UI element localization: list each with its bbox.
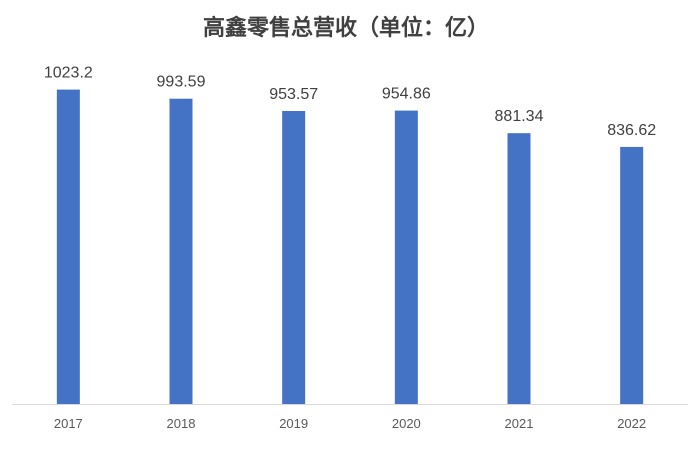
data-label-2021: 881.34 — [495, 108, 544, 125]
bar-2019 — [282, 110, 306, 404]
x-tick-label-2022: 2022 — [617, 416, 646, 431]
x-tick-label-2021: 2021 — [505, 416, 534, 431]
x-tick-labels-group: 2017 2018 2019 2020 2021 2022 — [54, 416, 646, 431]
data-labels-group: 1023.2 993.59 953.57 954.86 881.34 836.62 — [44, 65, 656, 139]
bar-2017 — [56, 89, 80, 405]
x-tick-label-2017: 2017 — [54, 416, 83, 431]
bars-group — [56, 89, 644, 405]
data-label-2018: 993.59 — [157, 74, 206, 91]
data-label-2020: 954.86 — [382, 86, 431, 103]
data-label-2019: 953.57 — [269, 86, 318, 103]
x-tick-label-2019: 2019 — [279, 416, 308, 431]
bar-2022 — [620, 146, 644, 404]
data-label-2022: 836.62 — [607, 122, 656, 139]
x-tick-label-2018: 2018 — [167, 416, 196, 431]
bar-2018 — [169, 98, 193, 404]
bar-2021 — [507, 133, 531, 405]
data-label-2017: 1023.2 — [44, 65, 93, 82]
bar-2020 — [394, 110, 418, 404]
x-tick-label-2020: 2020 — [392, 416, 421, 431]
chart-title: 高鑫零售总营收（单位：亿） — [203, 15, 489, 41]
